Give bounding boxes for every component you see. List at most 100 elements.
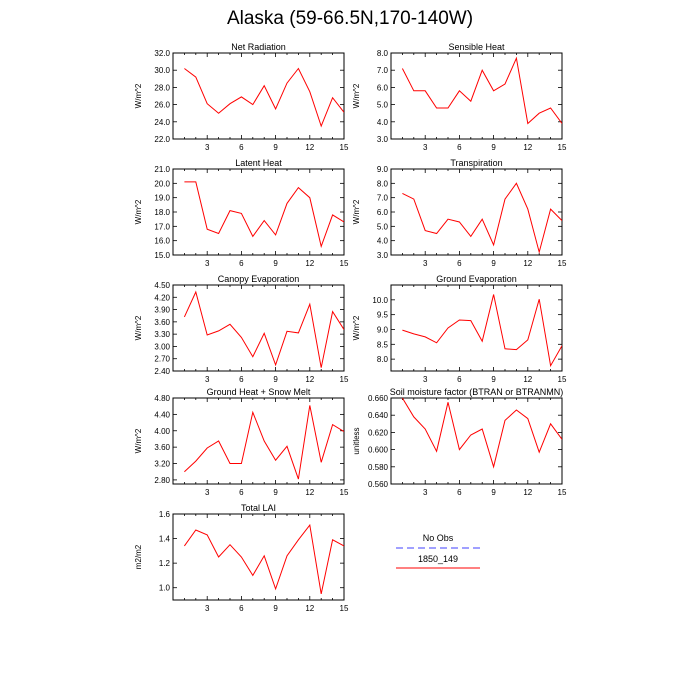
y-tick-label: 10.0 — [372, 296, 388, 305]
y-tick-label: 24.0 — [154, 118, 170, 127]
y-tick-label: 8.0 — [377, 179, 389, 188]
x-tick-label: 3 — [423, 143, 428, 152]
y-tick-label: 0.580 — [368, 463, 389, 472]
y-axis-label: W/m^2 — [352, 83, 361, 108]
y-tick-label: 3.30 — [154, 330, 170, 339]
y-axis-label: W/m^2 — [352, 199, 361, 224]
y-tick-label: 4.0 — [377, 118, 389, 127]
y-tick-label: 3.60 — [154, 443, 170, 452]
x-tick-label: 15 — [558, 488, 567, 497]
y-tick-label: 3.0 — [377, 135, 389, 144]
x-tick-label: 3 — [205, 488, 210, 497]
x-tick-label: 3 — [205, 604, 210, 613]
y-axis-label: unitless — [352, 427, 361, 454]
panel-title: Ground Evaporation — [436, 274, 517, 284]
y-tick-label: 1.0 — [159, 584, 171, 593]
panel-title: Net Radiation — [231, 42, 286, 52]
x-tick-label: 3 — [205, 375, 210, 384]
y-tick-label: 1.2 — [159, 559, 171, 568]
x-tick-label: 9 — [273, 488, 278, 497]
y-tick-label: 2.70 — [154, 355, 170, 364]
x-tick-label: 6 — [457, 259, 462, 268]
panel-title: Soil moisture factor (BTRAN or BTRANMN) — [390, 387, 564, 397]
panel-frame — [172, 52, 345, 140]
y-tick-label: 3.60 — [154, 318, 170, 327]
y-tick-label: 0.660 — [368, 394, 389, 403]
panel-title: Canopy Evaporation — [218, 274, 300, 284]
x-tick-label: 3 — [423, 375, 428, 384]
y-tick-label: 8.0 — [377, 49, 389, 58]
y-tick-label: 4.00 — [154, 427, 170, 436]
y-tick-label: 22.0 — [154, 135, 170, 144]
y-tick-label: 0.560 — [368, 480, 389, 489]
series-line — [402, 182, 562, 255]
y-tick-label: 3.90 — [154, 306, 170, 315]
y-tick-label: 7.0 — [377, 194, 389, 203]
x-tick-label: 12 — [523, 259, 532, 268]
y-axis-label: W/m^2 — [134, 83, 143, 108]
x-tick-label: 6 — [457, 143, 462, 152]
x-tick-label: 9 — [273, 375, 278, 384]
x-tick-label: 12 — [305, 375, 314, 384]
x-tick-label: 15 — [340, 143, 349, 152]
y-axis-label: W/m^2 — [134, 315, 143, 340]
x-tick-label: 6 — [457, 375, 462, 384]
x-tick-label: 15 — [558, 375, 567, 384]
x-tick-label: 9 — [491, 143, 496, 152]
legend-label: 1850_149 — [418, 554, 458, 564]
panel-frame — [390, 52, 563, 140]
x-tick-label: 9 — [491, 375, 496, 384]
y-tick-label: 4.50 — [154, 281, 170, 290]
panel-frame — [172, 397, 345, 485]
panel-title: Total LAI — [241, 503, 276, 513]
x-tick-label: 3 — [205, 259, 210, 268]
series-line — [183, 523, 344, 595]
y-axis-label: m2/m2 — [134, 544, 143, 569]
x-tick-label: 3 — [205, 143, 210, 152]
y-tick-label: 6.0 — [377, 208, 389, 217]
x-tick-label: 15 — [340, 488, 349, 497]
panel-frame — [172, 168, 345, 256]
x-tick-label: 15 — [558, 143, 567, 152]
y-tick-label: 30.0 — [154, 66, 170, 75]
x-tick-label: 12 — [523, 488, 532, 497]
y-tick-label: 5.0 — [377, 101, 389, 110]
x-tick-label: 9 — [273, 604, 278, 613]
y-tick-label: 7.0 — [377, 66, 389, 75]
y-tick-label: 3.00 — [154, 342, 170, 351]
x-tick-label: 3 — [423, 488, 428, 497]
panel-title: Ground Heat + Snow Melt — [207, 387, 311, 397]
x-tick-label: 12 — [523, 375, 532, 384]
x-tick-label: 9 — [273, 259, 278, 268]
y-tick-label: 3.0 — [377, 251, 389, 260]
panel-frame — [390, 397, 563, 485]
y-tick-label: 15.0 — [154, 251, 170, 260]
y-tick-label: 2.40 — [154, 367, 170, 376]
y-tick-label: 18.0 — [154, 208, 170, 217]
x-tick-label: 6 — [457, 488, 462, 497]
x-tick-label: 15 — [340, 604, 349, 613]
panel-title: Sensible Heat — [448, 42, 505, 52]
panel-frame — [390, 284, 563, 372]
x-tick-label: 12 — [305, 488, 314, 497]
y-tick-label: 20.0 — [154, 179, 170, 188]
page-title: Alaska (59-66.5N,170-140W) — [226, 8, 474, 29]
x-tick-label: 6 — [239, 259, 244, 268]
series-line — [184, 405, 344, 480]
legend-label: No Obs — [423, 533, 454, 543]
x-tick-label: 3 — [423, 259, 428, 268]
y-tick-label: 4.20 — [154, 293, 170, 302]
y-tick-label: 4.40 — [154, 410, 170, 419]
panel-frame — [172, 284, 345, 372]
series-line — [183, 290, 344, 368]
y-tick-label: 4.0 — [377, 237, 389, 246]
y-tick-label: 9.0 — [377, 165, 389, 174]
y-tick-label: 8.0 — [377, 355, 389, 364]
y-tick-label: 1.6 — [159, 510, 171, 519]
x-tick-label: 6 — [239, 488, 244, 497]
y-tick-label: 2.80 — [154, 476, 170, 485]
y-tick-label: 5.0 — [377, 222, 389, 231]
x-tick-label: 12 — [523, 143, 532, 152]
y-tick-label: 32.0 — [154, 49, 170, 58]
series-line — [402, 294, 562, 368]
